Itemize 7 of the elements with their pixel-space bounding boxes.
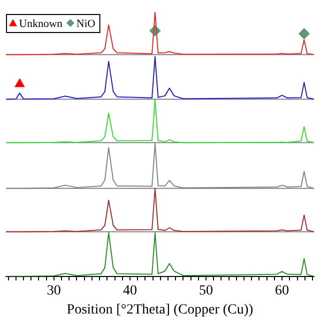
legend-label: Unknown bbox=[19, 18, 63, 30]
x-tick-label: 60 bbox=[275, 283, 290, 298]
x-axis-title: Position [°2Theta] (Copper (Cu)) bbox=[66, 302, 254, 318]
x-tick-label: 40 bbox=[122, 283, 137, 298]
legend-label: NiO bbox=[76, 18, 96, 30]
x-tick-label: 30 bbox=[46, 283, 61, 298]
x-tick-label: 50 bbox=[199, 283, 214, 298]
